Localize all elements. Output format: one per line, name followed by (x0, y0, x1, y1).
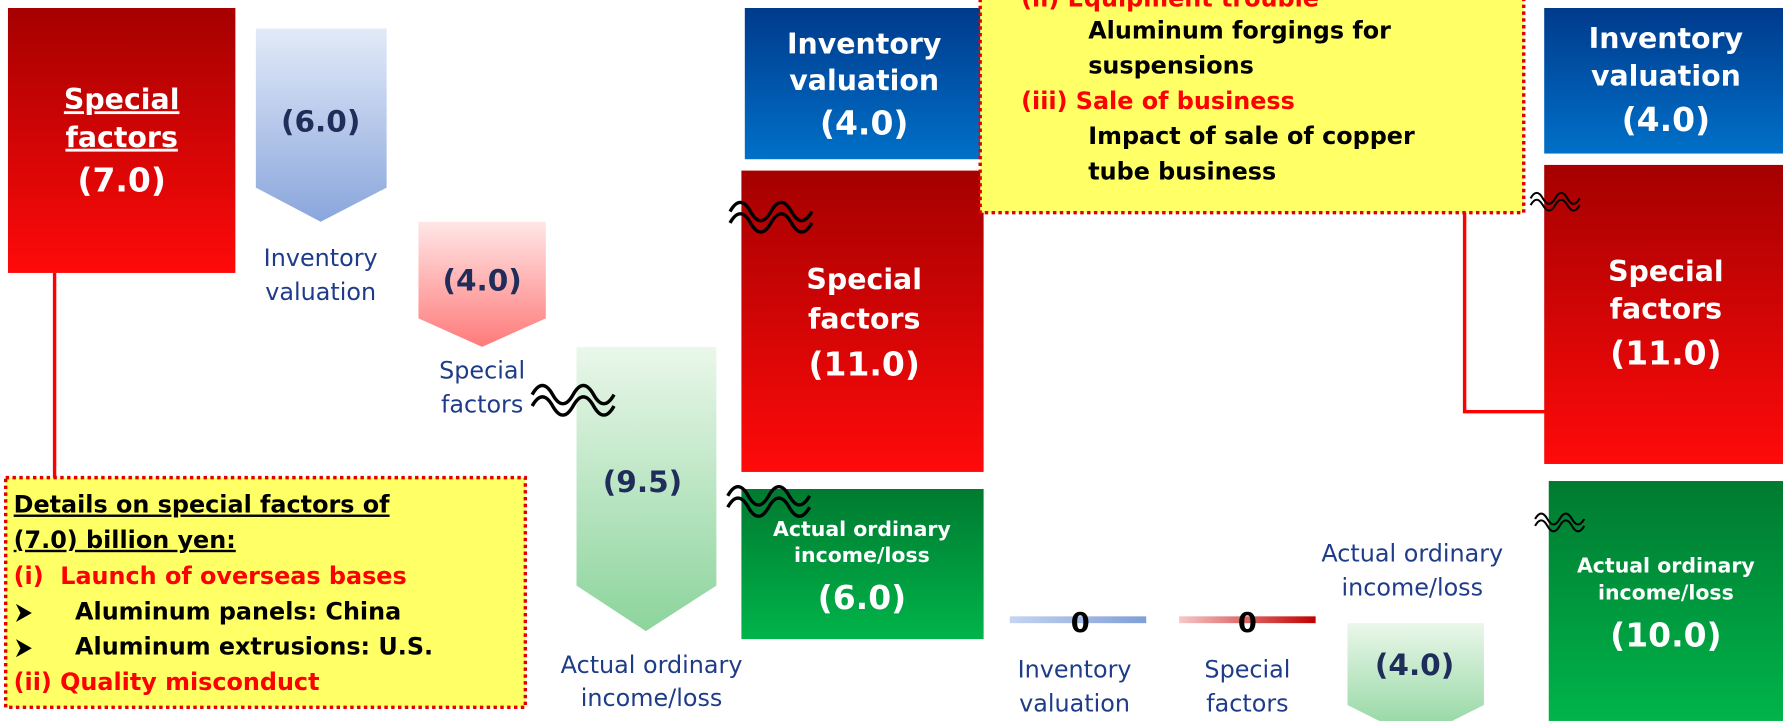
arrow (418, 221, 546, 347)
callout-line: Aluminum extrusions: U.S. (75, 633, 433, 661)
callout-line: Impact of sale of copper (1088, 122, 1415, 150)
bar-value: (7.0) (77, 160, 166, 199)
change-label: Special (1204, 655, 1290, 683)
connector (1462, 212, 1547, 414)
segment-label: valuation (1591, 59, 1741, 92)
arrow-label: income/loss (1342, 574, 1484, 602)
segment-value: (10.0) (1610, 615, 1721, 654)
arrow-label: Actual ordinary (1321, 539, 1503, 567)
arrow-label: income/loss (581, 684, 723, 712)
arrow (255, 28, 387, 222)
bullet (15, 639, 32, 658)
change-label: factors (1206, 690, 1288, 718)
callout-line: (iii) Sale of business (1021, 87, 1295, 115)
segment-label: Special (806, 263, 922, 296)
bar-title: factors (65, 121, 177, 154)
stack-segment (744, 7, 984, 160)
segment-value: (4.0) (820, 104, 909, 143)
segment-label: valuation (789, 64, 939, 97)
segment-label: factors (1610, 292, 1722, 325)
callout-line: (ii) Quality misconduct (14, 668, 320, 696)
callout-line: suspensions (1088, 52, 1254, 80)
arrow (1347, 623, 1484, 721)
stack-segment (741, 170, 984, 472)
arrow-value: (6.0) (281, 104, 360, 138)
callout-line: Aluminum forgings for (1088, 16, 1391, 44)
callout (978, 0, 1526, 215)
change-label: valuation (1019, 690, 1130, 718)
stack-segment (741, 488, 984, 640)
arrow-label: factors (441, 390, 523, 418)
stack-segment (1548, 481, 1783, 721)
segment-label: income/loss (1598, 581, 1734, 605)
bar-title: Special (64, 83, 180, 116)
segment-label: income/loss (794, 543, 930, 567)
bar (7, 7, 236, 273)
segment-label: Actual ordinary (773, 517, 951, 541)
segment-label: Actual ordinary (1577, 553, 1755, 577)
segment-label: Inventory (1589, 22, 1743, 55)
arrow-label: valuation (265, 278, 376, 306)
zero-bar (1179, 616, 1316, 624)
callout-line: Aluminum panels: China (75, 597, 401, 625)
segment-label: Inventory (787, 28, 941, 61)
segment-value: (4.0) (1622, 100, 1711, 139)
arrow-label: Inventory (264, 244, 378, 272)
callout-line: (ii) Equipment trouble (1021, 0, 1319, 13)
arrow-value: (4.0) (442, 264, 521, 298)
zero-value: 0 (1071, 608, 1090, 639)
bullet (15, 603, 32, 623)
callout (3, 475, 528, 710)
segment-label: factors (808, 303, 920, 336)
segment-value: (11.0) (808, 345, 919, 384)
arrow-value: (9.5) (603, 465, 682, 499)
callout-line: (i) Launch of overseas bases (14, 562, 407, 590)
arrow-label: Special (439, 356, 525, 384)
zero-bar (1009, 616, 1147, 624)
callout-line: Details on special factors of (14, 491, 390, 519)
segment-label: Special (1608, 255, 1724, 288)
arrow-label: Actual ordinary (561, 651, 743, 679)
stack-segment (1544, 7, 1783, 154)
callout-line: tube business (1088, 157, 1276, 185)
segment-value: (6.0) (818, 578, 907, 617)
stack-segment (1544, 164, 1783, 464)
change-label: Inventory (1018, 655, 1132, 683)
arrow (576, 346, 717, 632)
arrow-value: (4.0) (1375, 648, 1454, 682)
callout-line: (7.0) billion yen: (14, 526, 236, 554)
segment-value: (11.0) (1610, 333, 1721, 372)
zero-value: 0 (1238, 608, 1257, 639)
